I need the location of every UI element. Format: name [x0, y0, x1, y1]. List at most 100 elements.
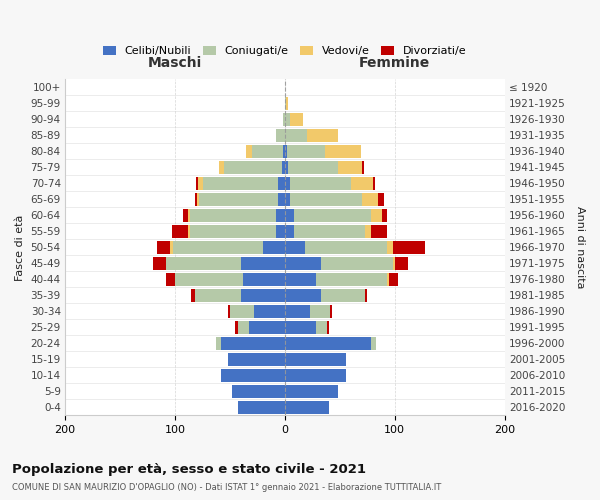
Bar — [288, 161, 338, 173]
Bar — [290, 193, 362, 205]
Bar — [365, 225, 371, 237]
Bar — [199, 193, 278, 205]
Bar — [285, 193, 290, 205]
Bar — [173, 241, 263, 254]
Bar — [283, 113, 285, 126]
Bar — [382, 209, 387, 222]
Bar — [263, 241, 285, 254]
Bar — [287, 145, 325, 158]
Bar — [387, 273, 389, 285]
Bar — [285, 337, 371, 349]
Text: Maschi: Maschi — [148, 56, 202, 70]
Bar — [191, 289, 194, 302]
Bar — [241, 257, 285, 270]
Bar — [307, 129, 338, 141]
Bar — [281, 161, 285, 173]
Bar — [389, 273, 398, 285]
Bar — [316, 321, 326, 334]
Bar — [247, 145, 252, 158]
Bar — [285, 321, 316, 334]
Bar — [293, 225, 365, 237]
Bar — [166, 273, 175, 285]
Bar — [248, 321, 285, 334]
Bar — [285, 113, 290, 126]
Bar — [219, 161, 224, 173]
Bar — [365, 289, 367, 302]
Bar — [290, 113, 304, 126]
Bar — [395, 257, 408, 270]
Bar — [190, 225, 276, 237]
Bar — [276, 209, 285, 222]
Bar — [392, 241, 425, 254]
Bar — [170, 241, 173, 254]
Bar — [172, 225, 188, 237]
Legend: Celibi/Nubili, Coniugati/e, Vedovi/e, Divorziati/e: Celibi/Nubili, Coniugati/e, Vedovi/e, Di… — [98, 42, 472, 60]
Bar — [371, 225, 387, 237]
Text: COMUNE DI SAN MAURIZIO D'OPAGLIO (NO) - Dati ISTAT 1° gennaio 2021 - Elaborazion: COMUNE DI SAN MAURIZIO D'OPAGLIO (NO) - … — [12, 484, 441, 492]
Bar — [330, 305, 332, 318]
Bar — [241, 289, 285, 302]
Text: Popolazione per età, sesso e stato civile - 2021: Popolazione per età, sesso e stato civil… — [12, 462, 366, 475]
Bar — [285, 385, 338, 398]
Bar — [285, 209, 293, 222]
Bar — [371, 209, 382, 222]
Bar — [371, 337, 376, 349]
Bar — [285, 97, 286, 110]
Bar — [278, 193, 285, 205]
Bar — [175, 273, 243, 285]
Bar — [203, 177, 278, 190]
Bar — [232, 385, 285, 398]
Bar — [235, 321, 238, 334]
Bar — [227, 305, 230, 318]
Bar — [188, 225, 190, 237]
Bar — [310, 305, 330, 318]
Bar — [285, 401, 329, 413]
Bar — [153, 257, 166, 270]
Bar — [285, 177, 290, 190]
Bar — [197, 193, 199, 205]
Bar — [276, 129, 285, 141]
Bar — [243, 273, 285, 285]
Bar — [321, 289, 365, 302]
Bar — [305, 241, 387, 254]
Bar — [224, 161, 281, 173]
Bar — [285, 241, 305, 254]
Bar — [196, 177, 198, 190]
Bar — [285, 289, 321, 302]
Bar — [290, 177, 351, 190]
Bar — [285, 305, 310, 318]
Bar — [230, 305, 254, 318]
Bar — [392, 257, 395, 270]
Bar — [387, 241, 392, 254]
Bar — [362, 161, 364, 173]
Bar — [157, 241, 170, 254]
Bar — [215, 337, 221, 349]
Bar — [285, 257, 321, 270]
Bar — [285, 161, 288, 173]
Bar — [227, 353, 285, 366]
Bar — [285, 129, 307, 141]
Y-axis label: Anni di nascita: Anni di nascita — [575, 206, 585, 288]
Bar — [285, 145, 287, 158]
Bar — [194, 193, 197, 205]
Bar — [182, 209, 188, 222]
Bar — [276, 225, 285, 237]
Bar — [254, 305, 285, 318]
Bar — [238, 321, 248, 334]
Bar — [198, 177, 203, 190]
Bar — [378, 193, 384, 205]
Bar — [166, 257, 241, 270]
Text: Femmine: Femmine — [359, 56, 430, 70]
Y-axis label: Fasce di età: Fasce di età — [15, 214, 25, 280]
Bar — [285, 353, 346, 366]
Bar — [278, 177, 285, 190]
Bar — [238, 401, 285, 413]
Bar — [373, 177, 375, 190]
Bar — [338, 161, 362, 173]
Bar — [321, 257, 392, 270]
Bar — [326, 321, 329, 334]
Bar — [316, 273, 387, 285]
Bar — [285, 273, 316, 285]
Bar — [293, 209, 371, 222]
Bar — [252, 145, 283, 158]
